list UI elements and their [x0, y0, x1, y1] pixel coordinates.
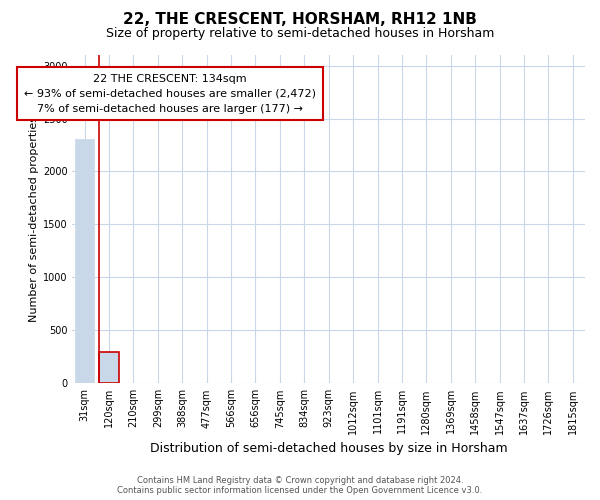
Text: Size of property relative to semi-detached houses in Horsham: Size of property relative to semi-detach…	[106, 28, 494, 40]
Text: Contains HM Land Registry data © Crown copyright and database right 2024.
Contai: Contains HM Land Registry data © Crown c…	[118, 476, 482, 495]
Bar	[99, 352, 119, 384]
Bar	[75, 138, 94, 384]
X-axis label: Distribution of semi-detached houses by size in Horsham: Distribution of semi-detached houses by …	[150, 442, 508, 455]
Text: 22, THE CRESCENT, HORSHAM, RH12 1NB: 22, THE CRESCENT, HORSHAM, RH12 1NB	[123, 12, 477, 28]
Text: 22 THE CRESCENT: 134sqm
← 93% of semi-detached houses are smaller (2,472)
7% of : 22 THE CRESCENT: 134sqm ← 93% of semi-de…	[24, 74, 316, 114]
Y-axis label: Number of semi-detached properties: Number of semi-detached properties	[29, 116, 38, 322]
